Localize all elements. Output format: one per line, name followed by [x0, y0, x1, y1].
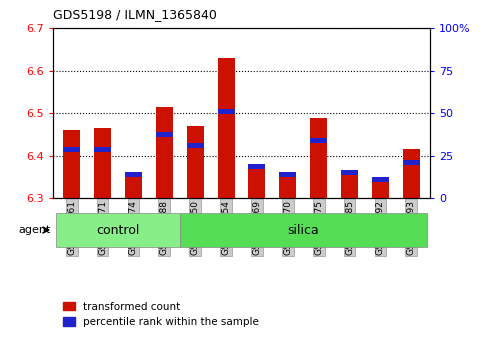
Bar	[341, 170, 358, 175]
Bar	[63, 130, 80, 198]
Bar	[372, 179, 389, 198]
Bar	[180, 213, 427, 247]
Bar	[187, 126, 204, 198]
Bar	[217, 109, 235, 114]
Bar	[94, 128, 111, 198]
Bar	[63, 147, 80, 152]
Text: GDS5198 / ILMN_1365840: GDS5198 / ILMN_1365840	[53, 8, 217, 21]
Bar	[125, 172, 142, 177]
Bar	[156, 132, 173, 137]
Bar	[248, 164, 266, 169]
Bar	[372, 177, 389, 182]
Bar	[310, 118, 327, 198]
Bar	[248, 164, 266, 198]
Bar	[125, 175, 142, 198]
Bar	[403, 149, 420, 198]
Bar	[341, 173, 358, 198]
Bar	[403, 160, 420, 165]
Bar	[279, 172, 296, 177]
Text: silica: silica	[287, 224, 319, 236]
Bar	[156, 107, 173, 198]
Bar	[56, 213, 180, 247]
Bar	[310, 138, 327, 143]
Text: agent: agent	[18, 225, 51, 235]
Text: control: control	[96, 224, 140, 236]
Bar	[279, 173, 296, 198]
Bar	[94, 147, 111, 152]
Bar	[187, 143, 204, 148]
Legend: transformed count, percentile rank within the sample: transformed count, percentile rank withi…	[58, 298, 263, 331]
Bar	[217, 58, 235, 198]
